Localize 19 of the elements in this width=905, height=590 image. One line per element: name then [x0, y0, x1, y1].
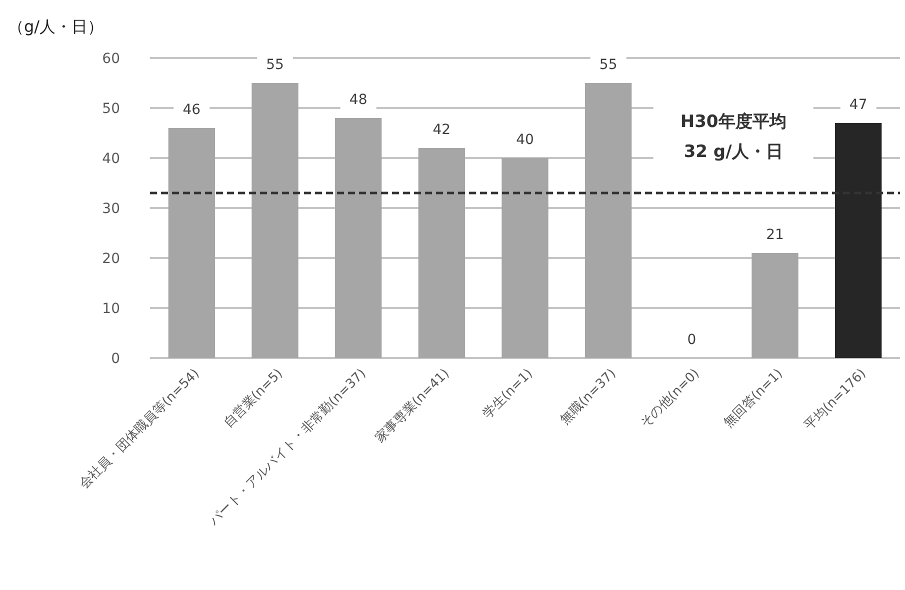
- data-label: 47: [849, 97, 868, 113]
- data-label: 0: [687, 332, 696, 348]
- data-label: 55: [599, 57, 618, 73]
- bar: [835, 123, 882, 358]
- data-label: 55: [266, 57, 284, 73]
- data-label: 40: [516, 132, 534, 148]
- y-tick-label: 30: [102, 201, 120, 217]
- ref-line-label: H30年度平均 32 g/人・日: [680, 112, 786, 162]
- y-tick-label: 40: [102, 151, 120, 167]
- y-tick-label: 10: [102, 301, 120, 317]
- data-label: 21: [766, 227, 784, 243]
- data-label: 42: [432, 122, 451, 138]
- data-label: 48: [349, 92, 368, 108]
- y-axis-title: （g/人・日）: [8, 17, 104, 36]
- data-label: 46: [182, 102, 201, 118]
- y-tick-label: 50: [102, 101, 120, 117]
- y-tick-label: 20: [102, 251, 120, 267]
- y-tick-label: 0: [111, 351, 120, 367]
- y-tick-label: 60: [102, 51, 120, 67]
